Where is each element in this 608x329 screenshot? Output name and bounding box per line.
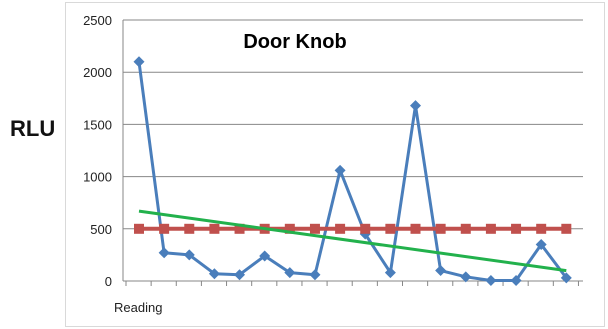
series-group bbox=[133, 56, 572, 286]
data-point-diamond bbox=[234, 269, 246, 281]
x-tick-marks bbox=[125, 281, 579, 286]
data-point-diamond bbox=[460, 271, 472, 283]
data-point-diamond bbox=[510, 274, 522, 286]
data-point-square bbox=[309, 223, 320, 234]
data-point-diamond bbox=[259, 250, 271, 262]
data-point-diamond bbox=[410, 100, 422, 112]
data-point-square bbox=[159, 223, 170, 234]
series-line-3 bbox=[138, 209, 567, 273]
data-point-diamond bbox=[435, 265, 447, 277]
chart-title: Door Knob bbox=[243, 31, 346, 53]
data-point-square bbox=[234, 223, 245, 234]
data-point-diamond bbox=[334, 164, 346, 176]
data-point-diamond bbox=[485, 274, 497, 286]
data-point-square bbox=[536, 223, 547, 234]
y-tick-label: 2500 bbox=[83, 13, 112, 28]
data-point-square bbox=[435, 223, 446, 234]
gridlines bbox=[123, 19, 583, 230]
y-tick-label: 2000 bbox=[83, 65, 112, 80]
data-point-square bbox=[410, 223, 421, 234]
chart-frame bbox=[65, 2, 605, 327]
y-tick-label: 1000 bbox=[83, 170, 112, 185]
data-point-square bbox=[561, 223, 572, 234]
data-point-diamond bbox=[535, 238, 547, 250]
data-point-diamond bbox=[384, 267, 396, 279]
data-point-square bbox=[511, 223, 522, 234]
data-point-diamond bbox=[560, 272, 572, 284]
y-tick-labels: 0 500 1000 1500 2000 2500 bbox=[83, 13, 112, 289]
data-point-square bbox=[485, 223, 496, 234]
y-tick-label: 0 bbox=[105, 274, 112, 289]
data-point-diamond bbox=[208, 268, 220, 280]
data-point-diamond bbox=[284, 267, 296, 279]
data-point-diamond bbox=[133, 56, 145, 68]
data-point-diamond bbox=[158, 247, 170, 259]
data-point-square bbox=[460, 223, 471, 234]
data-point-diamond bbox=[309, 269, 321, 281]
y-tick-label: 500 bbox=[90, 222, 112, 237]
data-point-square bbox=[284, 223, 295, 234]
data-point-square bbox=[184, 223, 195, 234]
data-point-square bbox=[209, 223, 220, 234]
data-point-diamond bbox=[183, 249, 195, 261]
x-axis-label: Reading bbox=[114, 300, 162, 315]
data-point-square bbox=[360, 223, 371, 234]
data-point-square bbox=[335, 223, 346, 234]
data-point-square bbox=[134, 223, 144, 234]
y-tick-label: 1500 bbox=[83, 117, 112, 132]
data-point-square bbox=[385, 223, 396, 234]
series-line-1 bbox=[137, 61, 568, 282]
y-axis-label: RLU bbox=[10, 116, 56, 141]
